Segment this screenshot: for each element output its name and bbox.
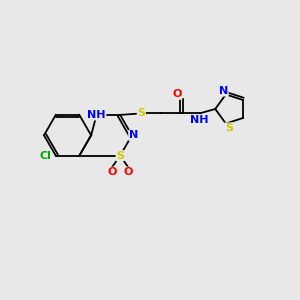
Text: O: O (172, 89, 182, 99)
Text: O: O (108, 167, 117, 177)
Text: NH: NH (87, 110, 106, 120)
Text: S: S (116, 151, 124, 161)
Text: S: S (137, 108, 145, 118)
Text: S: S (225, 123, 233, 133)
Text: N: N (219, 86, 228, 96)
Text: O: O (123, 167, 133, 177)
Text: Cl: Cl (40, 151, 51, 161)
Text: NH: NH (190, 115, 209, 125)
Text: N: N (129, 130, 138, 140)
